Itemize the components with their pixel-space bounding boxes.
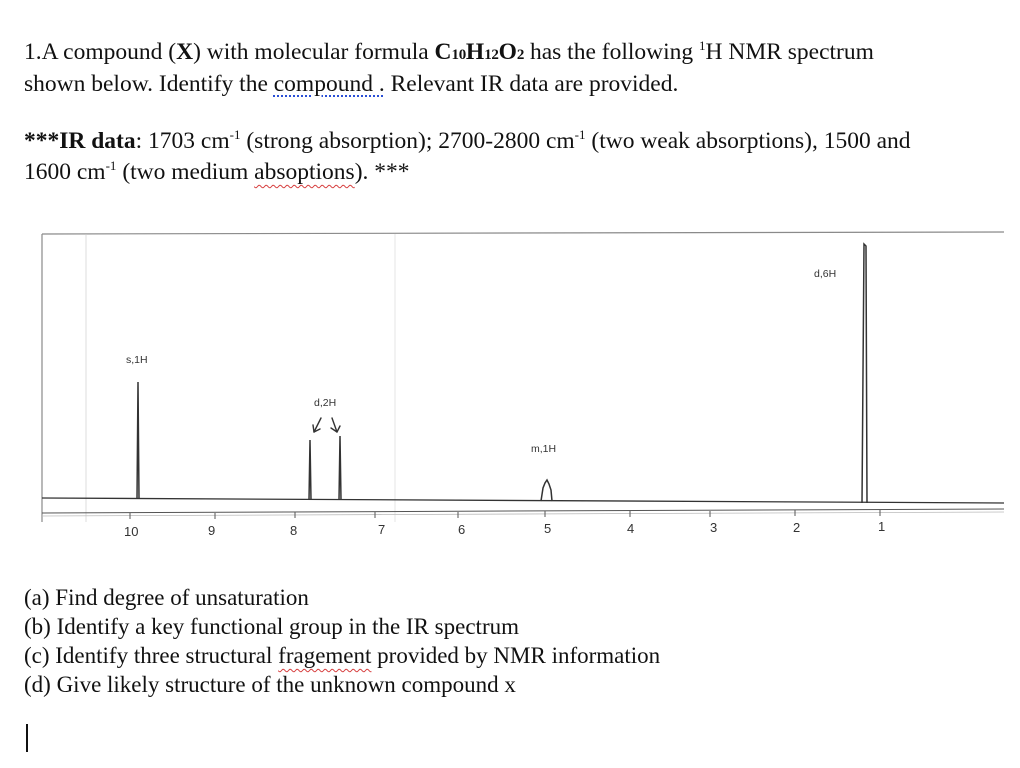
question-part-d: (d) Give likely structure of the unknown… [24, 672, 516, 697]
peak-singlet-1h [136, 381, 140, 500]
question-part-b: (b) Identify a key functional group in t… [24, 614, 519, 639]
molecular-formula: C10H12O2 [434, 39, 525, 65]
compound-label: X [176, 39, 194, 65]
spelling-flag-absoptions[interactable]: absoptions [254, 159, 355, 185]
tick-label: 3 [710, 520, 717, 535]
tick-label: 4 [627, 521, 634, 536]
text-cursor[interactable] [26, 724, 28, 752]
question-intro-2: ) with molecular formula [193, 39, 435, 65]
tick-label: 9 [208, 523, 215, 538]
question-part-a: (a) Find degree of unsaturation [24, 585, 309, 610]
spectrum-frame [41, 231, 1005, 522]
tick-label: 5 [544, 521, 551, 536]
tick-label: 1 [878, 519, 885, 534]
tick-label: 6 [458, 522, 465, 537]
nmr-label: H NMR spectrum [705, 39, 874, 65]
grammar-flag-compound[interactable]: compound . [273, 71, 385, 97]
annotation-arrows [312, 417, 341, 433]
peak-label-d6h: d,6H [814, 268, 836, 280]
spelling-flag-fragement[interactable]: fragement [278, 643, 372, 668]
peak-doublet-2h-a [308, 439, 312, 501]
peak-doublet-2h-b [338, 435, 342, 501]
nmr-spectrum-image: 10 9 8 7 6 5 4 3 2 1 s,1H d,2H m,1H d,6H [41, 231, 1005, 539]
question-line-1: 1.A compound (X) with molecular formula … [24, 38, 1004, 70]
question-line-2: shown below. Identify the compound . Rel… [24, 71, 679, 97]
nmr-superscript: 1 [699, 38, 706, 53]
tick-label: 10 [124, 524, 138, 539]
peak-doublet-6h [861, 242, 868, 504]
peak-label-m1h: m,1H [531, 443, 556, 455]
peak-label-d2h: d,2H [314, 397, 336, 409]
spectrum-axis [41, 508, 1005, 514]
question-part-c: (c) Identify three structural fragement … [24, 643, 661, 668]
peak-multiplet-1h [540, 478, 553, 502]
ir-line-1: ***IR data: 1703 cm-1 (strong absorption… [24, 127, 911, 154]
question-text: 1.A compound (X) with molecular formula … [24, 38, 1004, 99]
spectrum-baseline [41, 497, 1005, 504]
axis-ticks [129, 510, 881, 519]
question-intro-3: has the following [524, 39, 700, 65]
tick-label: 2 [793, 520, 800, 535]
tick-label: 7 [378, 522, 385, 537]
sub-questions: (a) Find degree of unsaturation (b) Iden… [24, 583, 660, 699]
ir-data: ***IR data: 1703 cm-1 (strong absorption… [24, 126, 1004, 188]
ir-line-2: 1600 cm-1 (two medium absoptions). *** [24, 158, 410, 185]
peak-label-s1h: s,1H [126, 354, 148, 366]
tick-label: 8 [290, 523, 297, 538]
ir-label: IR data [59, 128, 136, 154]
question-intro: 1.A compound ( [24, 39, 177, 65]
